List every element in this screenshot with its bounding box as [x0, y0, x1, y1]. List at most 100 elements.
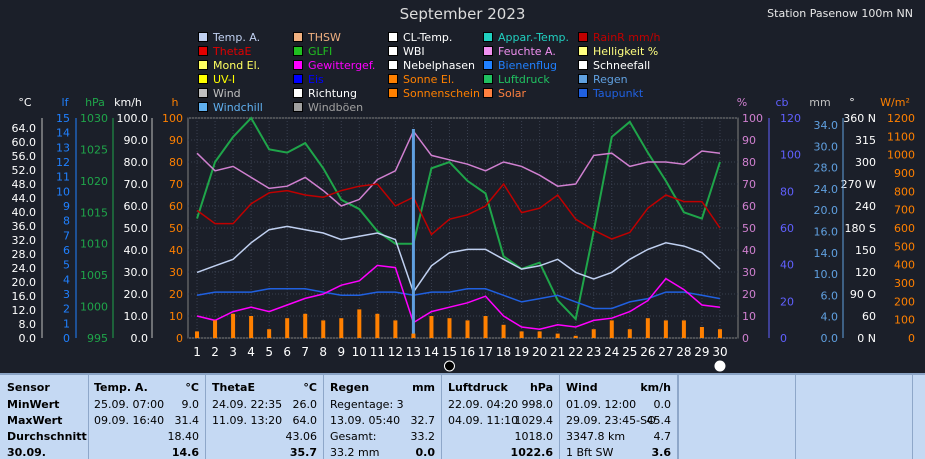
tick-lf: 10 — [56, 185, 70, 198]
legend-item: Feuchte A. — [483, 45, 556, 58]
tick-day: 14 — [424, 345, 439, 359]
tick-kmh: 30.0 — [124, 266, 149, 279]
legend-item: UV-I — [198, 73, 235, 86]
tick-pct: 40 — [742, 244, 756, 257]
cell-date: 25.09. 07:00 — [94, 398, 165, 411]
legend-label: CL-Temp. — [403, 31, 453, 44]
axis-unit: mm — [809, 96, 830, 109]
axis-unit: hPa — [85, 96, 105, 109]
legend-label: Solar — [498, 87, 527, 100]
tick-pct: 80 — [742, 156, 756, 169]
legend-label: Gewittergef. — [308, 59, 376, 72]
tick-temp: 0.0 — [19, 332, 37, 345]
tick-wm2: 500 — [894, 240, 915, 253]
tick-pct: 20 — [742, 288, 756, 301]
tick-pct: 30 — [742, 266, 756, 279]
legend-swatch — [388, 46, 398, 56]
cell-date: 22.09. 04:20 — [448, 398, 519, 411]
cell-value: 31.4 — [174, 414, 200, 427]
legend-swatch — [388, 32, 398, 42]
tick-mm: 0.0 — [821, 332, 839, 345]
legend-swatch — [483, 60, 493, 70]
tick-mm: 28.0 — [814, 162, 839, 175]
legend-label: Eis — [308, 73, 324, 86]
legend-label: Windchill — [213, 101, 263, 114]
cell-value: 9.0 — [181, 398, 200, 411]
tick-h: 90 — [169, 134, 183, 147]
legend-swatch — [578, 88, 588, 98]
legend-label: UV-I — [213, 73, 236, 86]
cell-value: 0.0 — [653, 398, 672, 411]
legend-label: Sonnenschein — [403, 87, 480, 100]
tick-lf: 11 — [56, 171, 70, 184]
axis-unit: W/m² — [880, 96, 910, 109]
tick-wm2: 300 — [894, 277, 915, 290]
tick-temp: 60.0 — [12, 136, 37, 149]
tick-day: 3 — [229, 345, 237, 359]
col-wind: Wind km/h 01.09. 12:00 0.0 29.09. 23:45-SO 45… — [560, 375, 678, 459]
tick-day: 10 — [352, 345, 367, 359]
tick-deg: 300 — [855, 156, 876, 169]
axis-unit: lf — [62, 96, 70, 109]
legend-label: Mond El. — [213, 59, 261, 72]
sunshine-bar — [375, 313, 380, 338]
sunshine-bar — [411, 333, 416, 338]
axis-unit: cb — [775, 96, 788, 109]
tick-day: 7 — [301, 345, 309, 359]
tick-h: 10 — [169, 310, 183, 323]
tick-wm2: 1100 — [887, 130, 915, 143]
tick-lf: 4 — [63, 273, 70, 286]
tick-cb: 100 — [780, 149, 801, 162]
tick-mm: 16.0 — [814, 226, 839, 239]
cell-value: 35.7 — [289, 446, 317, 459]
plot-area — [187, 117, 739, 339]
tick-mm: 4.0 — [821, 311, 839, 324]
tick-day: 15 — [442, 345, 457, 359]
sunshine-bar — [267, 329, 272, 338]
tick-hpa: 995 — [87, 332, 108, 345]
series-line — [196, 116, 721, 322]
tick-lf: 12 — [56, 156, 70, 169]
tick-pct: 50 — [742, 222, 756, 235]
tick-cb: 120 — [780, 112, 801, 125]
legend-swatch — [388, 88, 398, 98]
tick-mm: 10.0 — [814, 268, 839, 281]
tick-cb: 20 — [780, 295, 794, 308]
legend-item: Appar.-Temp. — [483, 31, 569, 44]
tick-lf: 2 — [63, 303, 70, 316]
legend-item: CL-Temp. — [388, 31, 452, 44]
tick-mm: 20.0 — [814, 204, 839, 217]
tick-lf: 13 — [56, 141, 70, 154]
legend-label: Windböen — [308, 101, 364, 114]
sunshine-bar — [501, 324, 506, 338]
tick-lf: 1 — [63, 317, 70, 330]
cell-date: Regentage: 3 — [330, 398, 404, 411]
tick-temp: 20.0 — [12, 276, 37, 289]
sunshine-bar — [285, 318, 290, 338]
tick-temp: 56.0 — [12, 150, 37, 163]
legend-swatch — [293, 102, 303, 112]
tick-mm: 24.0 — [814, 183, 839, 196]
sunshine-bar — [555, 333, 560, 338]
legend-swatch — [198, 102, 208, 112]
rain-bar — [411, 129, 415, 338]
sunshine-bar — [429, 316, 434, 338]
tick-hpa: 1020 — [80, 175, 108, 188]
tick-deg: 180 S — [845, 222, 876, 235]
legend-item: Sonne El. — [388, 73, 454, 86]
legend-label: Helligkeit % — [593, 45, 659, 58]
col-unit: °C — [303, 381, 317, 394]
legend: Temp. A. THSW CL-Temp. Appar.-Temp. RainR mm… — [198, 31, 678, 115]
legend-label: Taupunkt — [593, 87, 644, 100]
legend-item: ThetaE — [198, 45, 251, 58]
legend-item: RainR mm/h — [578, 31, 660, 44]
tick-day: 29 — [694, 345, 709, 359]
tick-cb: 80 — [780, 185, 794, 198]
tick-deg: 90 O — [850, 288, 876, 301]
cell-value: 1018.0 — [514, 430, 554, 443]
tick-h: 40 — [169, 244, 183, 257]
legend-label: Sonne El. — [403, 73, 455, 86]
col-unit: km/h — [640, 381, 671, 394]
row-label-today: 30.09. — [7, 446, 46, 459]
tick-temp: 48.0 — [12, 178, 37, 191]
